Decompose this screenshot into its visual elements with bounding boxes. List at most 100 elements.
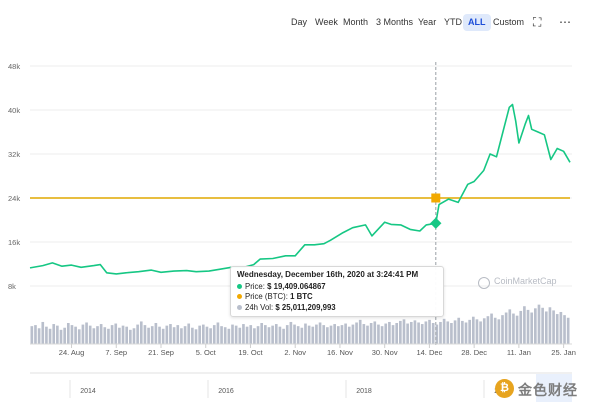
volume-bar — [85, 322, 88, 344]
volume-bar — [563, 315, 566, 344]
volume-bar — [388, 321, 391, 344]
volume-bar — [534, 308, 537, 344]
volume-bar — [231, 324, 234, 344]
range-all-button[interactable]: ALL — [463, 14, 491, 31]
volume-bar — [355, 322, 358, 344]
volume-bar — [326, 327, 329, 344]
y-axis-ticks: 8k 16k 24k 32k 40k 48k — [8, 62, 20, 291]
volume-bar — [56, 325, 59, 344]
volume-bar — [307, 325, 311, 344]
volume-bar — [234, 325, 238, 344]
range-ytd-button[interactable]: YTD — [444, 17, 462, 27]
x-tick-label: 7. Sep — [105, 348, 127, 357]
volume-bar — [293, 324, 296, 344]
volume-bar — [48, 328, 52, 344]
volume-bar — [139, 321, 143, 344]
tooltip-price-label: Price: — [245, 281, 265, 291]
tooltip-btc-row: Price (BTC): 1 BTC — [237, 292, 437, 303]
volume-bar — [336, 326, 340, 344]
volume-bar — [428, 319, 431, 344]
range-3months-button[interactable]: 3 Months — [376, 17, 414, 27]
volume-dot-icon — [237, 304, 242, 310]
volume-bar — [351, 324, 355, 344]
range-week-button[interactable]: Week — [315, 17, 338, 27]
navigator-year-label: 2014 — [80, 388, 96, 395]
fullscreen-icon[interactable]: ⛶ — [533, 15, 542, 29]
volume-bar — [282, 328, 285, 344]
y-tick-label: 40k — [8, 106, 20, 115]
volume-bar — [70, 325, 74, 344]
range-custom-button[interactable]: Custom — [493, 17, 525, 27]
volume-bar — [92, 328, 96, 344]
volume-bar — [512, 313, 515, 344]
range-day-button[interactable]: Day — [291, 17, 308, 27]
x-tick-label: 2. Nov — [284, 348, 306, 357]
tooltip-vol-value: $ 25,011,209,993 — [275, 302, 336, 312]
volume-bar — [486, 316, 490, 344]
volume-bar — [154, 323, 158, 344]
volume-bar — [318, 322, 322, 344]
volume-bar — [30, 326, 34, 344]
volume-bar — [402, 319, 406, 344]
volume-bar — [329, 325, 333, 344]
volume-bar — [63, 327, 66, 344]
grid-lines — [30, 65, 572, 287]
x-tick-label: 28. Dec — [461, 348, 487, 357]
volume-bar — [77, 329, 81, 344]
range-month-button[interactable]: Month — [343, 17, 369, 27]
volume-bar — [285, 325, 289, 344]
volume-bar — [450, 323, 453, 344]
volume-bar — [132, 328, 136, 344]
volume-bar — [530, 312, 534, 344]
volume-bar — [161, 328, 165, 344]
volume-bar — [245, 326, 249, 344]
volume-bars — [30, 304, 570, 344]
volume-bar — [267, 327, 271, 344]
x-tick-label: 21. Sep — [148, 348, 174, 357]
volume-bar — [212, 325, 216, 344]
volume-bar — [158, 326, 161, 344]
x-axis-ticks: 24. Aug 7. Sep 21. Sep 5. Oct 19. Oct 2. Nov 1… — [30, 343, 576, 357]
volume-bar — [52, 324, 56, 344]
volume-bar — [409, 321, 413, 344]
volume-bar — [362, 324, 366, 344]
more-horizontal-icon[interactable]: ⋯ — [559, 15, 571, 29]
volume-bar — [296, 326, 300, 344]
price-line — [29, 103, 571, 275]
volume-bar — [417, 322, 420, 344]
volume-bar — [300, 327, 304, 344]
x-tick-label: 25. Jan — [551, 348, 576, 357]
volume-bar — [544, 311, 548, 344]
volume-bar — [165, 325, 169, 344]
volume-bar — [380, 326, 384, 344]
coin-icon: ₿ — [495, 379, 514, 398]
volume-bar — [347, 326, 351, 344]
navigator-year-label: 2016 — [218, 388, 234, 395]
volume-bar — [169, 324, 172, 344]
volume-bar — [99, 324, 103, 344]
volume-bar — [256, 326, 260, 344]
volume-bar — [555, 314, 559, 344]
volume-bar — [107, 328, 110, 344]
y-tick-label: 32k — [8, 150, 20, 159]
range-year-button[interactable]: Year — [418, 17, 437, 27]
btc-marker — [431, 193, 441, 203]
volume-bar — [395, 323, 399, 344]
x-tick-label: 19. Oct — [238, 348, 263, 357]
volume-bar — [201, 324, 205, 344]
volume-bar — [227, 328, 231, 344]
coinmarketcap-logo-icon — [478, 277, 490, 289]
price-dot-icon — [237, 283, 242, 289]
volume-bar — [366, 325, 369, 344]
volume-bar — [216, 322, 220, 344]
volume-bar — [391, 325, 395, 344]
tooltip-vol-row: 24h Vol: $ 25,011,209,993 — [237, 303, 437, 314]
volume-bar — [464, 322, 468, 344]
navigator[interactable]: 2014201620182020 — [30, 372, 572, 402]
volume-bar — [264, 325, 267, 344]
volume-bar — [121, 325, 125, 344]
volume-bar — [548, 307, 552, 344]
volume-bar — [523, 306, 526, 344]
volume-bar — [497, 319, 501, 344]
